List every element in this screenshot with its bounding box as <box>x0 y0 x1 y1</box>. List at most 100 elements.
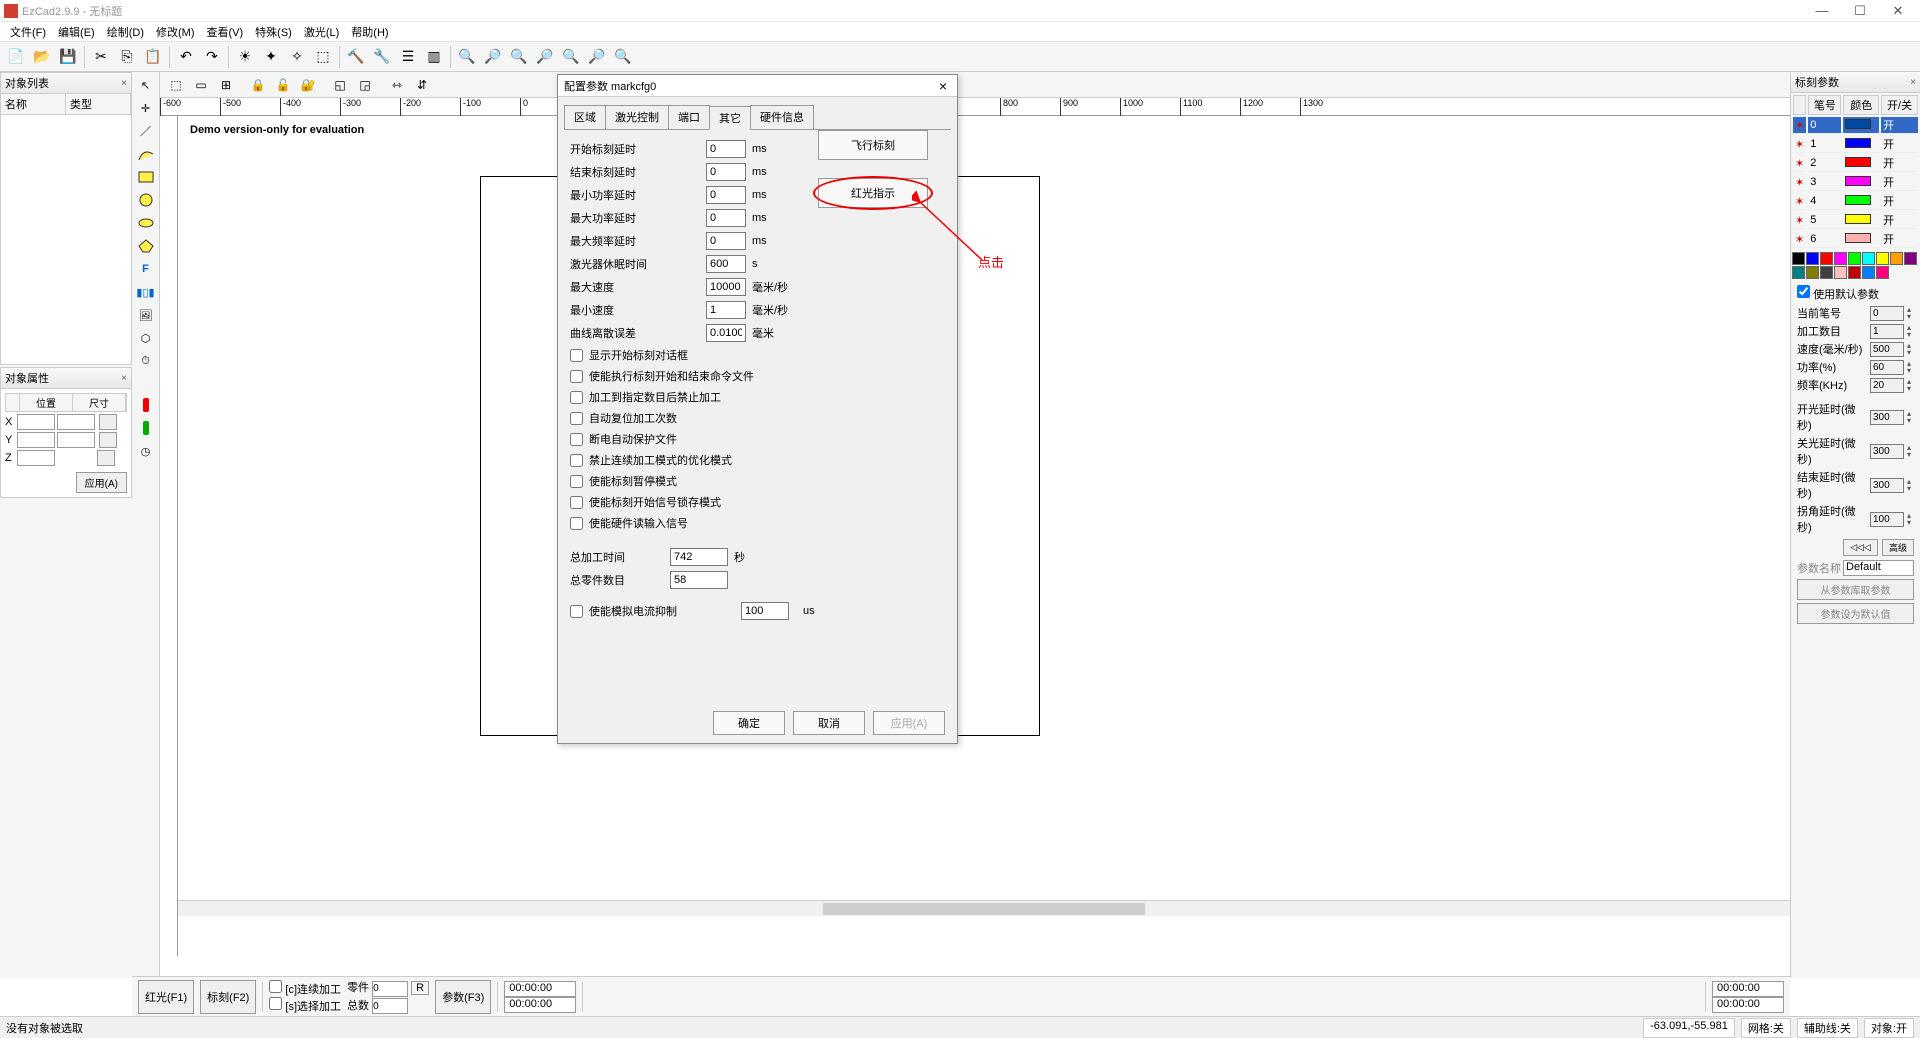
zoom-fit-icon[interactable]: 🔍 <box>455 45 479 69</box>
enable-startlock-check[interactable] <box>570 496 583 509</box>
sel-proc-check[interactable] <box>269 997 282 1010</box>
ok-button[interactable]: 确定 <box>713 711 785 735</box>
power-input[interactable] <box>1870 360 1904 375</box>
powerfail-save-check[interactable] <box>570 433 583 446</box>
pen-row[interactable]: ✶6开 <box>1793 231 1918 248</box>
parts-input[interactable] <box>372 981 408 997</box>
enable-pause-check[interactable] <box>570 475 583 488</box>
layer-down-icon[interactable]: ◲ <box>353 74 377 96</box>
open-icon[interactable]: 📂 <box>30 45 54 69</box>
zoom-win-icon[interactable]: 🔎 <box>585 45 609 69</box>
rect-tool-icon[interactable] <box>134 166 158 188</box>
size-x-input[interactable] <box>57 414 95 430</box>
palette-color[interactable] <box>1792 266 1805 279</box>
redlight-button[interactable]: 红光(F1) <box>138 980 194 1014</box>
barcode-tool-icon[interactable]: ▮▯▮ <box>134 281 158 303</box>
palette-color[interactable] <box>1806 266 1819 279</box>
layer-up-icon[interactable]: ◱ <box>328 74 352 96</box>
advanced-button[interactable]: 高级 <box>1882 539 1914 556</box>
pos-x-input[interactable] <box>17 414 55 430</box>
pen-row[interactable]: ✶1开 <box>1793 136 1918 153</box>
pen-row[interactable]: ✶0开 <box>1793 117 1918 134</box>
anchor-icon[interactable] <box>97 450 115 466</box>
object-props-close-icon[interactable]: × <box>121 373 127 384</box>
sim-current-check[interactable] <box>570 605 583 618</box>
mirror-v-icon[interactable]: ⇵ <box>410 74 434 96</box>
zoom-out-icon[interactable]: 🔍 <box>507 45 531 69</box>
maximize-button[interactable]: ☐ <box>1850 3 1870 19</box>
palette-color[interactable] <box>1876 252 1889 265</box>
lock-y-icon[interactable] <box>99 432 117 448</box>
encoder-icon[interactable]: ◷ <box>134 440 158 462</box>
cancel-button[interactable]: 取消 <box>793 711 865 735</box>
off-delay-input[interactable] <box>1870 444 1904 459</box>
curve-tool-icon[interactable] <box>134 143 158 165</box>
from-lib-button[interactable]: 从参数库取参数 <box>1797 579 1914 600</box>
menu-edit[interactable]: 编辑(E) <box>52 22 101 42</box>
set-default-button[interactable]: 参数设为默认值 <box>1797 603 1914 624</box>
min-power-delay-input[interactable] <box>706 186 746 204</box>
total-input[interactable] <box>372 998 408 1014</box>
menu-file[interactable]: 文件(F) <box>4 22 52 42</box>
palette-color[interactable] <box>1848 266 1861 279</box>
tool-wrench-icon[interactable]: 🔧 <box>370 45 394 69</box>
no-cont-opt-check[interactable] <box>570 454 583 467</box>
mirror-h-icon[interactable]: ⇿ <box>385 74 409 96</box>
sel-rect-icon[interactable]: ▭ <box>189 74 213 96</box>
menu-modify[interactable]: 修改(M) <box>150 22 201 42</box>
tab-port[interactable]: 端口 <box>668 105 710 129</box>
apply-button[interactable]: 应用(A) <box>873 711 945 735</box>
size-y-input[interactable] <box>57 432 95 448</box>
pen-row[interactable]: ✶4开 <box>1793 193 1918 210</box>
tool-barcode-icon[interactable]: ▥ <box>422 45 446 69</box>
line-tool-icon[interactable]: ／ <box>134 120 158 142</box>
palette-color[interactable] <box>1862 266 1875 279</box>
ellipse-tool-icon[interactable] <box>134 212 158 234</box>
timer-tool-icon[interactable]: ⏱ <box>134 350 158 372</box>
total-parts-input[interactable] <box>670 571 728 589</box>
show-start-check[interactable] <box>570 349 583 362</box>
tab-area[interactable]: 区域 <box>564 105 606 129</box>
object-list-close-icon[interactable]: × <box>121 78 127 89</box>
pen-row[interactable]: ✶2开 <box>1793 155 1918 172</box>
red-point-button[interactable]: 红光指示 <box>818 178 928 208</box>
other-button[interactable]: ◁◁◁ <box>1843 539 1878 556</box>
stop-at-count-check[interactable] <box>570 391 583 404</box>
menu-special[interactable]: 特殊(S) <box>249 22 298 42</box>
use-default-check[interactable] <box>1797 285 1810 298</box>
max-power-delay-input[interactable] <box>706 209 746 227</box>
sel-all-icon[interactable]: ⬚ <box>164 74 188 96</box>
tool-list-icon[interactable]: ☰ <box>396 45 420 69</box>
palette-color[interactable] <box>1876 266 1889 279</box>
enable-filecmd-check[interactable] <box>570 370 583 383</box>
palette-color[interactable] <box>1820 252 1833 265</box>
pos-y-input[interactable] <box>17 432 55 448</box>
start-delay-input[interactable] <box>706 140 746 158</box>
menu-draw[interactable]: 绘制(D) <box>101 22 150 42</box>
green-marker-icon[interactable] <box>134 417 158 439</box>
unlock-icon[interactable]: 🔓 <box>271 74 295 96</box>
auto-reset-check[interactable] <box>570 412 583 425</box>
paste-icon[interactable]: 📋 <box>141 45 165 69</box>
undo-icon[interactable]: ↶ <box>174 45 198 69</box>
palette-color[interactable] <box>1820 266 1833 279</box>
zoom-all-icon[interactable]: 🔍 <box>559 45 583 69</box>
pen-row[interactable]: ✶5开 <box>1793 212 1918 229</box>
copy-icon[interactable]: ⎘ <box>115 45 139 69</box>
mark-params-close-icon[interactable]: × <box>1910 77 1916 88</box>
close-button[interactable]: ✕ <box>1888 3 1908 19</box>
pen-row[interactable]: ✶3开 <box>1793 174 1918 191</box>
speed-input[interactable] <box>1870 342 1904 357</box>
tab-hw[interactable]: 硬件信息 <box>750 105 814 129</box>
tab-other[interactable]: 其它 <box>709 106 751 130</box>
hatch1-icon[interactable]: ☀ <box>233 45 257 69</box>
cut-icon[interactable]: ✂ <box>89 45 113 69</box>
zoom-in-icon[interactable]: 🔎 <box>481 45 505 69</box>
dialog-close-icon[interactable]: × <box>935 78 951 94</box>
param-button[interactable]: 参数(F3) <box>435 980 491 1014</box>
max-speed-input[interactable] <box>706 278 746 296</box>
palette-color[interactable] <box>1806 252 1819 265</box>
palette-color[interactable] <box>1904 252 1917 265</box>
image-tool-icon[interactable]: 🖼 <box>134 304 158 326</box>
tab-laser[interactable]: 激光控制 <box>605 105 669 129</box>
